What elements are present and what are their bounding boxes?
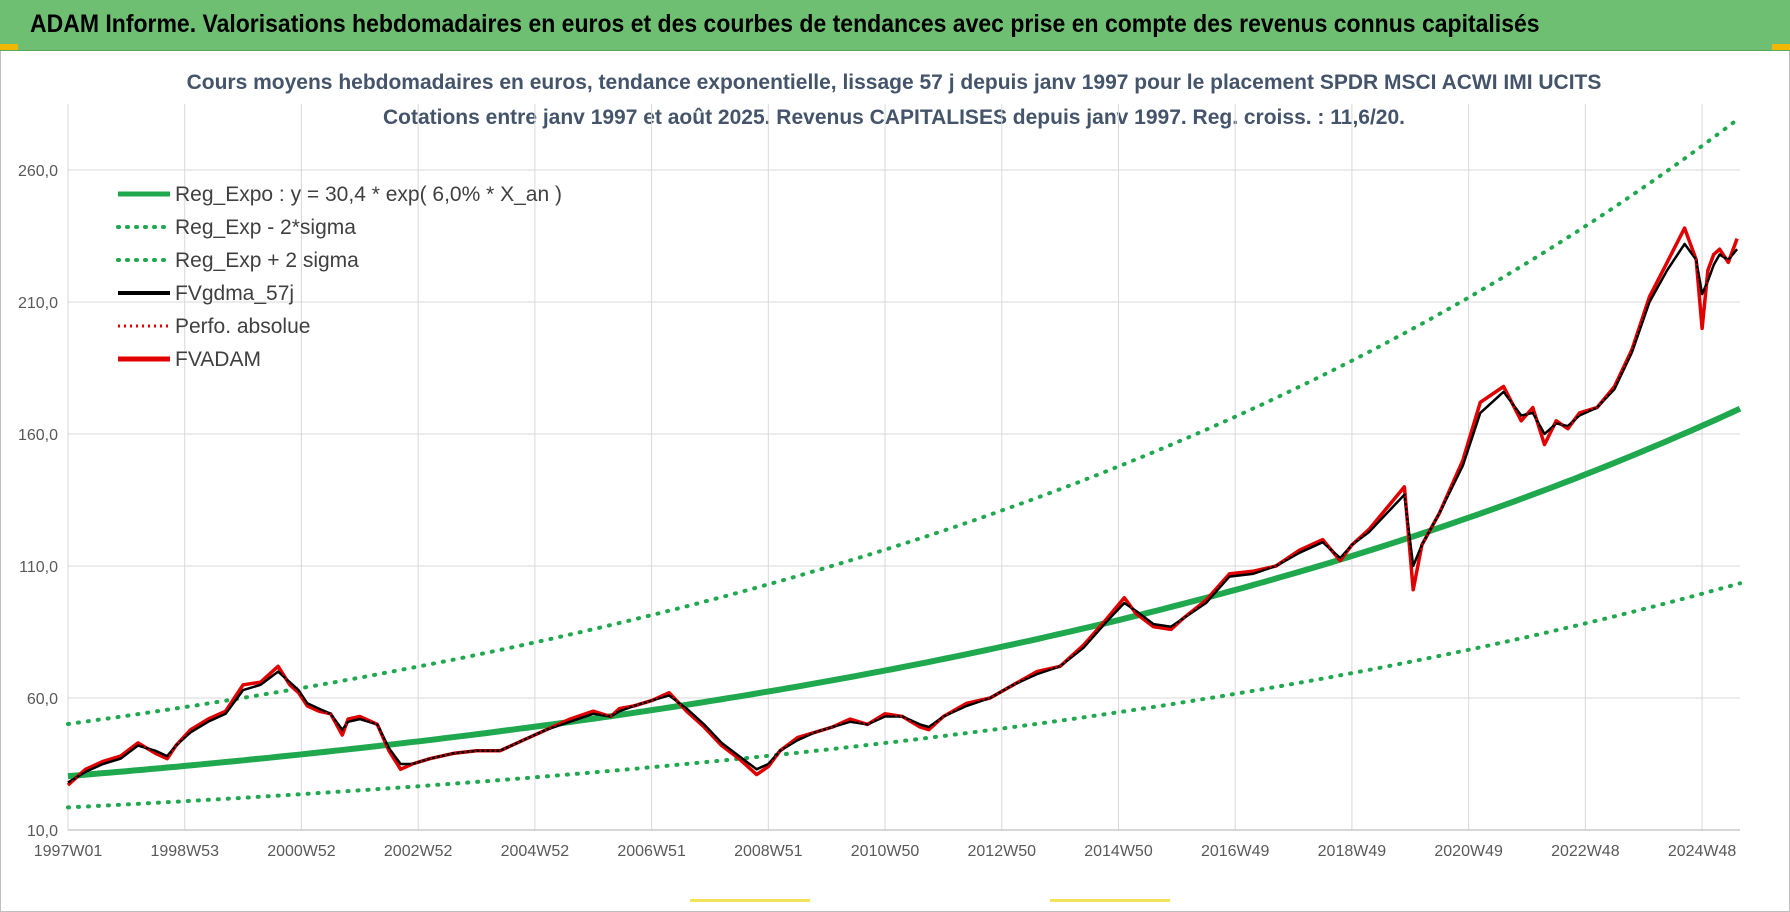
y-tick-label: 210,0 bbox=[18, 295, 58, 312]
legend-label: FVADAM bbox=[175, 348, 261, 371]
fvadam-line bbox=[66, 226, 1739, 787]
y-axis: 10,0 60,0 110,0 160,0 210,0 260,0 bbox=[18, 163, 58, 840]
x-tick-label: 2012W50 bbox=[968, 843, 1037, 860]
page-title: ADAM Informe. Valorisations hebdomadaire… bbox=[30, 10, 1540, 38]
x-tick-label: 1997W01 bbox=[34, 843, 103, 860]
corner-accent-left bbox=[0, 44, 18, 50]
y-tick-label: 260,0 bbox=[18, 163, 58, 180]
legend-label: Reg_Exp - 2*sigma bbox=[175, 216, 356, 239]
chart-title-line1: Cours moyens hebdomadaires en euros, ten… bbox=[187, 71, 1602, 94]
x-tick-label: 2008W51 bbox=[734, 843, 803, 860]
legend-label: Reg_Expo : y = 30,4 * exp( 6,0% * X_an ) bbox=[175, 183, 562, 206]
y-tick-label: 10,0 bbox=[27, 823, 58, 840]
chart-area: Cours moyens hebdomadaires en euros, ten… bbox=[18, 71, 1742, 860]
x-tick-label: 2010W50 bbox=[851, 843, 920, 860]
legend-label: Perfo. absolue bbox=[175, 315, 310, 338]
y-tick-label: 160,0 bbox=[18, 427, 58, 444]
x-tick-label: 2018W49 bbox=[1318, 843, 1387, 860]
x-tick-label: 2002W52 bbox=[384, 843, 453, 860]
x-tick-label: 2006W51 bbox=[617, 843, 686, 860]
x-tick-label: 2020W49 bbox=[1434, 843, 1503, 860]
reg-exp-minus-2-sigma-line bbox=[66, 581, 1742, 810]
x-tick-label: 2004W52 bbox=[501, 843, 570, 860]
corner-accent-right bbox=[1772, 44, 1790, 50]
fvgdma-57j-line bbox=[67, 242, 1739, 784]
y-tick-label: 60,0 bbox=[27, 691, 58, 708]
legend-label: Reg_Exp + 2 sigma bbox=[175, 249, 359, 272]
y-tick-label: 110,0 bbox=[19, 559, 58, 576]
bottom-accent bbox=[690, 899, 810, 902]
legend-label: FVgdma_57j bbox=[175, 282, 294, 305]
x-tick-label: 2024W48 bbox=[1668, 843, 1737, 860]
x-tick-label: 2000W52 bbox=[267, 843, 336, 860]
bottom-accent bbox=[1050, 899, 1170, 902]
x-axis: 1997W01 1998W53 2000W52 2002W52 2004W52 2006W… bbox=[34, 843, 1737, 860]
plot-lines bbox=[66, 115, 1742, 810]
reg-exp-plus-2-sigma-line bbox=[66, 115, 1742, 726]
perfo-absolue-line bbox=[67, 227, 1739, 786]
title-banner: ADAM Informe. Valorisations hebdomadaire… bbox=[0, 0, 1790, 51]
x-tick-label: 1998W53 bbox=[150, 843, 219, 860]
x-tick-label: 2014W50 bbox=[1084, 843, 1153, 860]
legend: Reg_Expo : y = 30,4 * exp( 6,0% * X_an )… bbox=[116, 183, 562, 371]
x-tick-label: 2016W49 bbox=[1201, 843, 1270, 860]
chart-title-line2: Cotations entre janv 1997 et août 2025. … bbox=[383, 106, 1405, 129]
x-tick-label: 2022W48 bbox=[1551, 843, 1620, 860]
grid-lines bbox=[67, 104, 1740, 831]
reg-expo-line bbox=[67, 405, 1742, 780]
